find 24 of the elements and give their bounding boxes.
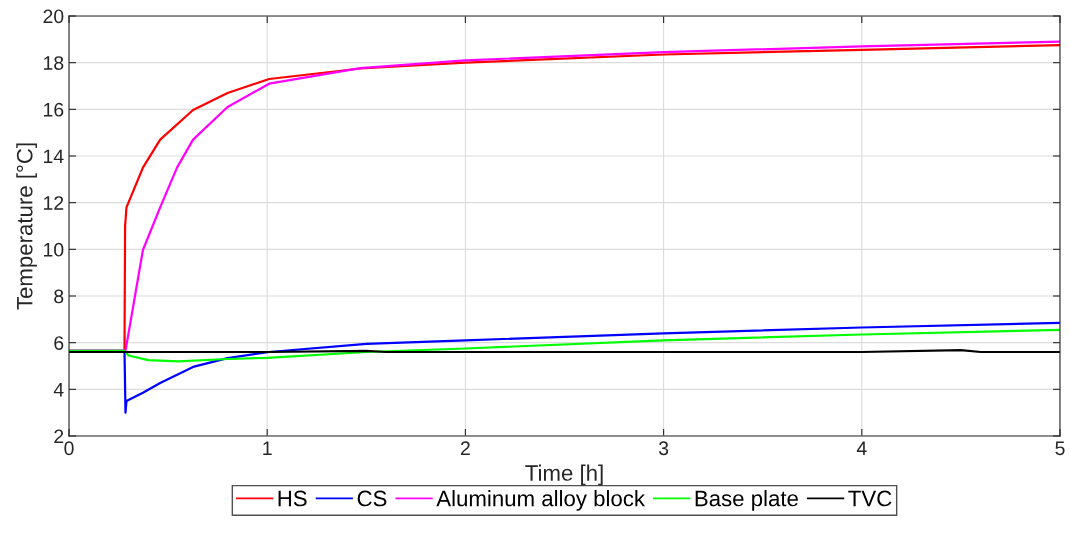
legend-label: CS: [357, 490, 387, 507]
legend-label: Aluminum alloy block: [436, 490, 646, 511]
y-tick-label: 10: [44, 242, 64, 257]
x-tick-label: 0: [64, 441, 74, 456]
x-tick-label: 2: [460, 441, 470, 455]
x-tick-label: 4: [856, 441, 867, 455]
legend-label: Base plate: [695, 490, 798, 511]
y-axis-title: Temperature [°C]: [16, 143, 37, 310]
legend-label: HS: [278, 490, 307, 507]
x-tick-label: 1: [263, 441, 272, 455]
y-tick-label: 14: [44, 149, 64, 164]
y-tick-label: 16: [44, 102, 64, 117]
x-tick-label: 5: [1055, 441, 1065, 456]
y-tick-label: 18: [44, 56, 64, 70]
line-series: [69, 328, 1060, 363]
y-tick-label: 6: [54, 336, 64, 350]
y-tick-label: 8: [54, 289, 64, 304]
y-tick-label: 4: [53, 383, 64, 397]
y-tick-label: 2: [54, 429, 64, 444]
y-tick-label: 20: [43, 9, 64, 24]
y-tick-label: 12: [44, 196, 64, 210]
x-tick-label: 3: [658, 441, 669, 456]
legend-label: TVC: [848, 490, 892, 507]
x-axis-title: Time [h]: [525, 464, 603, 486]
